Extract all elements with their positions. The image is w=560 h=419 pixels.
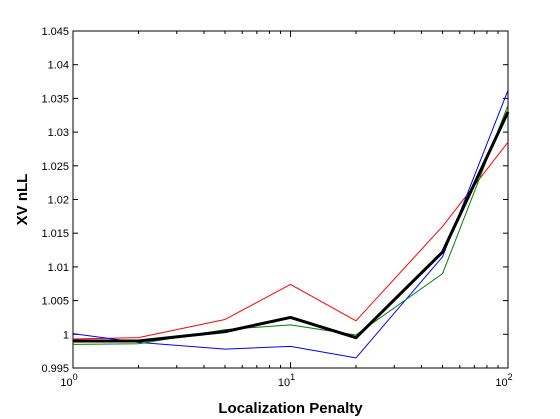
y-tick-label: 1.01 — [48, 262, 69, 274]
x-tick-label: 100 — [60, 372, 77, 389]
x-tick-exponent: 1 — [290, 372, 295, 382]
x-axis-label: Localization Penalty — [218, 400, 363, 417]
x-axis: 100 101 102 — [60, 31, 513, 389]
y-axis: 0.995 1 1.005 1.01 1.015 1.02 1.025 1.03 1.035 1.… — [41, 26, 508, 375]
y-tick-label: 1.04 — [48, 60, 69, 72]
x-tick-exponent: 2 — [508, 372, 513, 382]
y-tick-label: 1.015 — [41, 228, 69, 240]
series-line-1 — [72, 141, 509, 340]
y-tick-label: 1.035 — [41, 93, 69, 105]
x-tick-label: 102 — [495, 372, 512, 389]
x-tick-exponent: 0 — [73, 372, 78, 382]
y-tick-label: 1.005 — [41, 296, 69, 308]
y-tick-label: 0.995 — [41, 363, 69, 375]
y-tick-label: 1.02 — [48, 195, 69, 207]
x-tick-base: 10 — [278, 377, 290, 389]
x-tick-base: 10 — [495, 377, 507, 389]
y-tick-label: 1.03 — [48, 127, 69, 139]
x-tick-base: 10 — [60, 377, 72, 389]
series-line-3 — [72, 104, 509, 345]
y-tick-label: 1.045 — [41, 26, 69, 38]
x-tick-label: 101 — [278, 372, 295, 389]
series-line-4 — [73, 111, 510, 343]
plot-area — [72, 30, 509, 369]
y-tick-label: 1 — [63, 329, 69, 341]
series-lines — [72, 90, 510, 359]
y-axis-label: XV nLL — [14, 174, 31, 226]
y-tick-label: 1.025 — [41, 161, 69, 173]
